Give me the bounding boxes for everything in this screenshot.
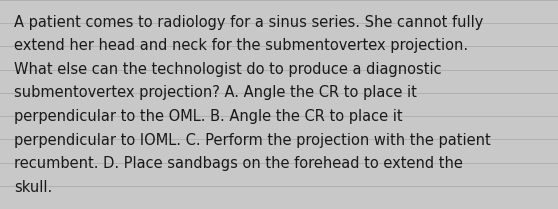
Text: extend her head and neck for the submentovertex projection.: extend her head and neck for the subment… xyxy=(14,38,468,53)
Text: perpendicular to the OML. B. Angle the CR to place it: perpendicular to the OML. B. Angle the C… xyxy=(14,109,402,124)
Text: skull.: skull. xyxy=(14,180,52,195)
Text: What else can the technologist do to produce a diagnostic: What else can the technologist do to pro… xyxy=(14,62,441,77)
Text: submentovertex projection? A. Angle the CR to place it: submentovertex projection? A. Angle the … xyxy=(14,85,417,101)
Text: perpendicular to IOML. C. Perform the projection with the patient: perpendicular to IOML. C. Perform the pr… xyxy=(14,133,490,148)
Text: recumbent. D. Place sandbags on the forehead to extend the: recumbent. D. Place sandbags on the fore… xyxy=(14,156,463,171)
Text: A patient comes to radiology for a sinus series. She cannot fully: A patient comes to radiology for a sinus… xyxy=(14,15,483,30)
